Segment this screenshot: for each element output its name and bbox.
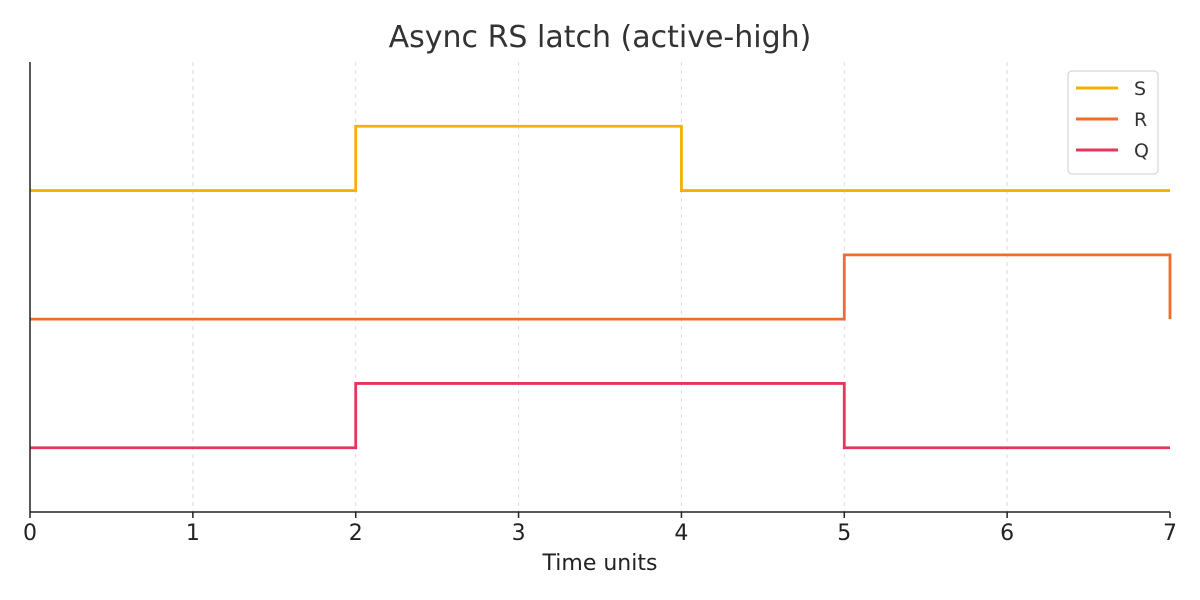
legend-label-s: S: [1134, 78, 1146, 100]
x-tick-label-5: 5: [837, 521, 851, 546]
grid-lines: [192, 62, 1008, 512]
x-axis-label: Time units: [542, 551, 658, 576]
series-line-s: [30, 124, 1170, 192]
series-lines: [30, 124, 1172, 450]
x-tick-label-7: 7: [1163, 521, 1177, 546]
series-line-q: [30, 382, 1170, 450]
x-tick-label-3: 3: [512, 521, 526, 546]
legend-box: [1067, 70, 1159, 175]
x-tick-label-6: 6: [1000, 521, 1014, 546]
legend: SRQ: [1067, 70, 1159, 175]
x-tick-label-2: 2: [349, 521, 363, 546]
legend-label-q: Q: [1134, 140, 1149, 162]
chart-title: Async RS latch (active-high): [389, 20, 812, 55]
x-tick-label-0: 0: [23, 521, 37, 546]
series-line-r: [30, 253, 1172, 321]
x-tick-label-4: 4: [674, 521, 688, 546]
x-tick-label-1: 1: [186, 521, 200, 546]
legend-label-r: R: [1134, 109, 1147, 131]
x-axis: 0 1 2 3 4 5 6 7: [23, 62, 1177, 546]
